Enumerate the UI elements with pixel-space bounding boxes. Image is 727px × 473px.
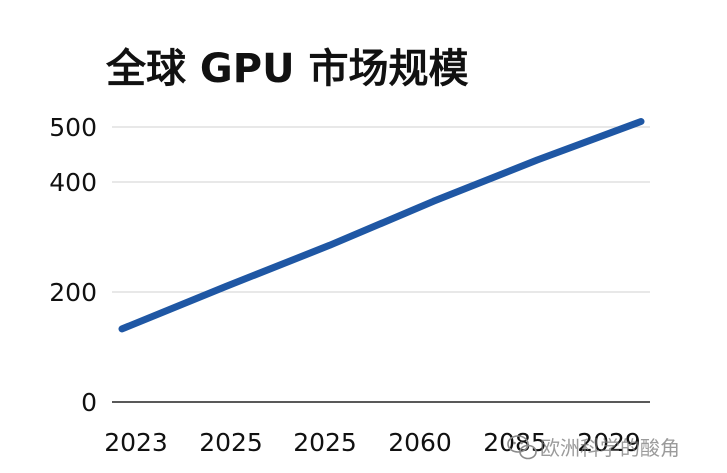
y-tick-label: 0 [81, 388, 97, 417]
y-tick-label: 400 [49, 168, 97, 197]
x-tick-label: 2060 [388, 428, 452, 457]
x-tick-label: 2025 [199, 428, 263, 457]
y-tick-label: 500 [49, 113, 97, 142]
watermark: 欧洲科学的酸角 [507, 435, 680, 460]
x-tick-label: 2023 [104, 428, 168, 457]
series-line [118, 118, 645, 333]
chart-title: 全球 GPU 市场规模 [105, 46, 468, 92]
y-tick-label: 200 [49, 278, 97, 307]
gridlines [112, 126, 650, 403]
watermark-text: 欧洲科学的酸角 [540, 436, 680, 460]
x-tick-label: 2025 [293, 428, 357, 457]
x-tick-label: 2029 [577, 428, 641, 457]
series-layer [118, 118, 645, 333]
y-axis-ticks: 0 200 400 500 [49, 113, 97, 417]
wechat-logo-icon [507, 435, 537, 460]
